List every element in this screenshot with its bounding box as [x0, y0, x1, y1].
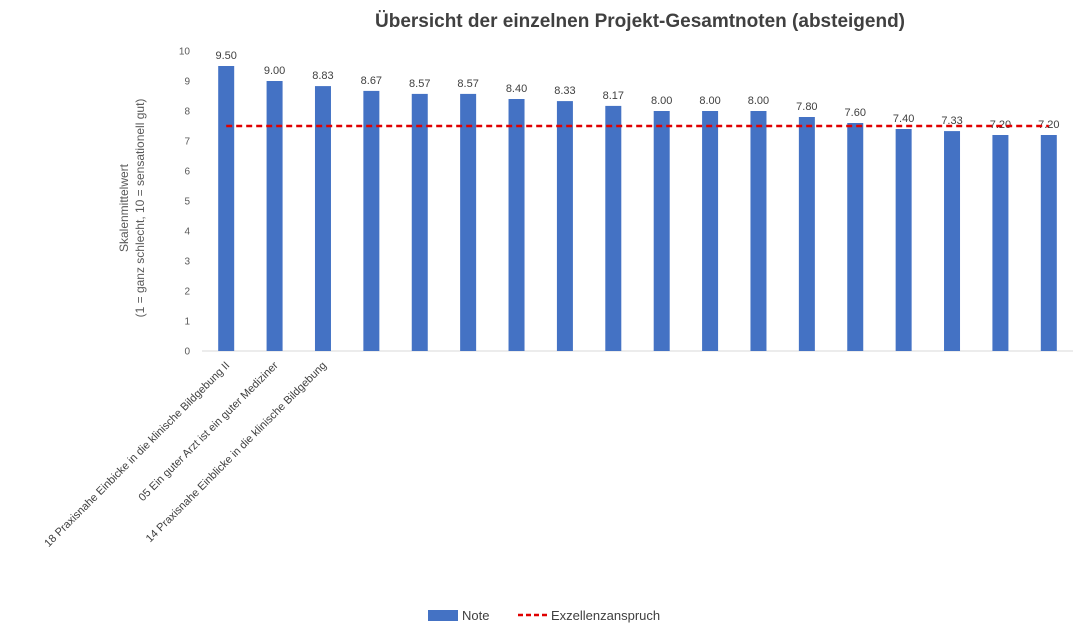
bar: [411, 93, 428, 352]
data-label: 8.40: [506, 83, 527, 95]
data-label: 8.33: [554, 85, 575, 97]
bar: [266, 81, 283, 351]
data-label: 7.40: [893, 113, 914, 125]
data-label: 8.00: [699, 95, 720, 107]
legend-label-note: Note: [462, 608, 489, 623]
data-label: 8.00: [651, 95, 672, 107]
bar: [944, 131, 961, 351]
y-tick-label: 0: [184, 347, 190, 358]
bar: [460, 93, 477, 352]
data-label: 7.80: [796, 101, 817, 113]
bar: [992, 135, 1009, 351]
x-axis-categories: 18 Praxisnahe Einbicke in die klinische …: [42, 359, 329, 549]
data-label: 9.50: [215, 50, 236, 62]
y-tick-label: 10: [179, 47, 191, 58]
bar: [1040, 135, 1057, 351]
data-label: 7.60: [845, 107, 866, 119]
y-tick-label: 2: [184, 287, 190, 298]
legend: Note Exzellenzanspruch: [428, 608, 660, 623]
bar: [653, 111, 670, 351]
bar: [895, 129, 912, 351]
y-axis-label-line1: Skalenmittelwert: [117, 163, 131, 252]
data-label: 8.00: [748, 95, 769, 107]
y-tick-label: 6: [184, 167, 190, 178]
legend-label-exzellenzanspruch: Exzellenzanspruch: [551, 608, 660, 623]
y-axis-label: Skalenmittelwert (1 = ganz schlecht, 10 …: [117, 99, 147, 318]
bar: [702, 111, 719, 351]
data-labels: 9.50 9.00 8.83 8.67 8.57 8.57 8.40 8.33 8.17 8.00…: [215, 50, 1059, 131]
bar: [798, 117, 815, 351]
data-label: 8.57: [409, 78, 430, 90]
data-label: 8.83: [312, 70, 333, 82]
chart-title: Übersicht der einzelnen Projekt-Gesamtno…: [375, 11, 905, 32]
bar: [750, 111, 767, 351]
bar: [314, 86, 331, 351]
y-tick-label: 8: [184, 107, 190, 118]
data-label: 8.17: [603, 90, 624, 102]
y-tick-label: 5: [184, 197, 190, 208]
legend-swatch-note: [428, 610, 458, 621]
data-label: 7.33: [941, 115, 962, 127]
bar: [556, 101, 573, 351]
data-label: 8.67: [361, 75, 382, 87]
data-label: 8.57: [457, 78, 478, 90]
y-tick-label: 3: [184, 257, 190, 268]
y-tick-label: 7: [184, 137, 190, 148]
data-label: 9.00: [264, 65, 285, 77]
bar: [605, 105, 622, 352]
category-label: 14 Praxisnahe Einblicke in die klinische…: [144, 360, 329, 545]
bar: [847, 123, 864, 351]
y-tick-label: 1: [184, 317, 190, 328]
y-tick-label: 4: [184, 227, 190, 238]
bar: [508, 99, 525, 351]
category-label: 18 Praxisnahe Einbicke in die klinische …: [42, 360, 232, 550]
y-axis-label-line2: (1 = ganz schlecht, 10 = sensationell gu…: [133, 99, 147, 318]
bar-series-note: [218, 66, 1057, 352]
y-tick-label: 9: [184, 77, 190, 88]
y-axis-ticks: 0 1 2 3 4 5 6 7 8 9 10: [179, 47, 191, 358]
bar: [218, 66, 235, 351]
bar: [363, 90, 380, 352]
